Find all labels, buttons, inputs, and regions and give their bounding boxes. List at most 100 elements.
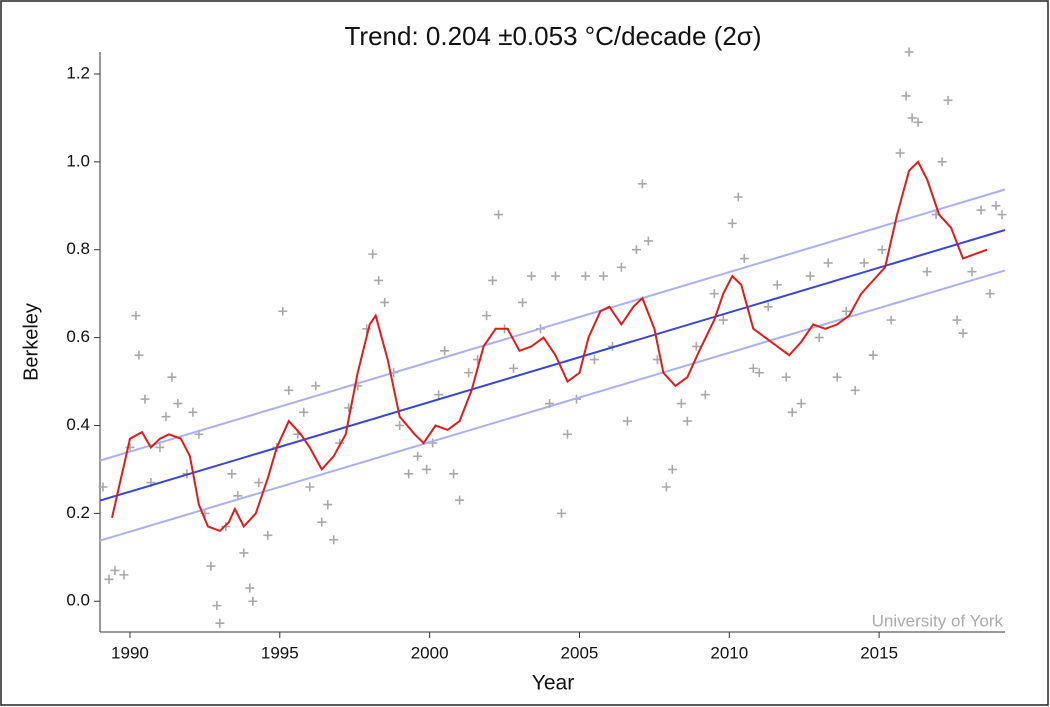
scatter-point [907, 113, 917, 123]
scatter-point [913, 117, 923, 127]
scatter-point [131, 311, 141, 321]
scatter-point [311, 381, 321, 391]
scatter-point [589, 355, 599, 365]
scatter-point [787, 407, 797, 417]
scatter-point [556, 508, 566, 518]
scatter-point [119, 570, 129, 580]
scatter-point [943, 95, 953, 105]
scatter-point [859, 258, 869, 268]
scatter-point [691, 341, 701, 351]
scatter-point [98, 482, 108, 492]
scatter-point [550, 271, 560, 281]
scatter-point [700, 390, 710, 400]
scatter-point [901, 91, 911, 101]
scatter-point [455, 495, 465, 505]
y-tick-label: 0.6 [66, 327, 90, 346]
x-tick-label: 2005 [561, 643, 599, 662]
scatter-point [562, 429, 572, 439]
scatter-point [161, 412, 171, 422]
scatter-point [464, 368, 474, 378]
y-tick-label: 0.2 [66, 503, 90, 522]
scatter-point [278, 306, 288, 316]
scatter-point [527, 271, 537, 281]
scatter-point [580, 271, 590, 281]
scatter-point [329, 535, 339, 545]
scatter-point [763, 302, 773, 312]
scatter-point [997, 210, 1007, 220]
scatter-point [754, 368, 764, 378]
y-tick-label: 1.2 [66, 63, 90, 82]
chart-title: Trend: 0.204 ±0.053 °C/decade (2σ) [345, 21, 762, 51]
scatter-point [368, 249, 378, 259]
x-tick-label: 1990 [111, 643, 149, 662]
scatter-point [494, 210, 504, 220]
y-tick-label: 0.4 [66, 415, 90, 434]
scatter-point [173, 399, 183, 409]
scatter-point [245, 583, 255, 593]
scatter-point [212, 601, 222, 611]
scatter-point [110, 565, 120, 575]
scatter-point [404, 469, 414, 479]
scatter-point [850, 385, 860, 395]
scatter-point [904, 47, 914, 57]
scatter-point [263, 530, 273, 540]
y-tick-label: 0.0 [66, 591, 90, 610]
scatter-point [868, 350, 878, 360]
scatter-point [991, 201, 1001, 211]
scatter-point [413, 451, 423, 461]
scatter-point [254, 478, 264, 488]
scatter-point [422, 464, 432, 474]
scatter-point [631, 245, 641, 255]
scatter-point [922, 267, 932, 277]
x-tick-label: 1995 [261, 643, 299, 662]
scatter-point [134, 350, 144, 360]
scatter-point [509, 363, 519, 373]
scatter-point [215, 618, 225, 628]
scatter-point [167, 372, 177, 382]
scatter-point [796, 399, 806, 409]
scatter-point [967, 267, 977, 277]
scatter-point [805, 271, 815, 281]
scatter-point [958, 328, 968, 338]
series-line [99, 269, 1006, 542]
scatter-point [104, 574, 114, 584]
scatter-point [317, 517, 327, 527]
scatter-point [733, 192, 743, 202]
scatter-point [667, 464, 677, 474]
y-axis-label: Berkeley [20, 303, 42, 381]
scatter-point [682, 416, 692, 426]
scatter-point [676, 399, 686, 409]
scatter-point [886, 315, 896, 325]
series-line [111, 160, 988, 533]
scatter-point [248, 596, 258, 606]
scatter-point [832, 372, 842, 382]
scatter-point [482, 311, 492, 321]
scatter-point [155, 442, 165, 452]
scatter-point [781, 372, 791, 382]
series-line [99, 229, 1006, 502]
x-tick-label: 2000 [411, 643, 449, 662]
scatter-point [823, 258, 833, 268]
x-tick-label: 2010 [710, 643, 748, 662]
scatter-point [718, 315, 728, 325]
scatter-point [985, 289, 995, 299]
scatter-point [239, 548, 249, 558]
scatter-point [937, 157, 947, 167]
scatter-point [305, 482, 315, 492]
scatter-point [188, 407, 198, 417]
scatter-point [374, 275, 384, 285]
scatter-point [440, 346, 450, 356]
scatter-point [739, 254, 749, 264]
scatter-point [976, 205, 986, 215]
scatter-point [125, 442, 135, 452]
scatter-point [140, 394, 150, 404]
scatter-point [518, 297, 528, 307]
scatter-point [598, 271, 608, 281]
scatter-point [227, 469, 237, 479]
scatter-point [643, 236, 653, 246]
scatter-point [772, 280, 782, 290]
scatter-point [284, 385, 294, 395]
scatter-point [221, 522, 231, 532]
